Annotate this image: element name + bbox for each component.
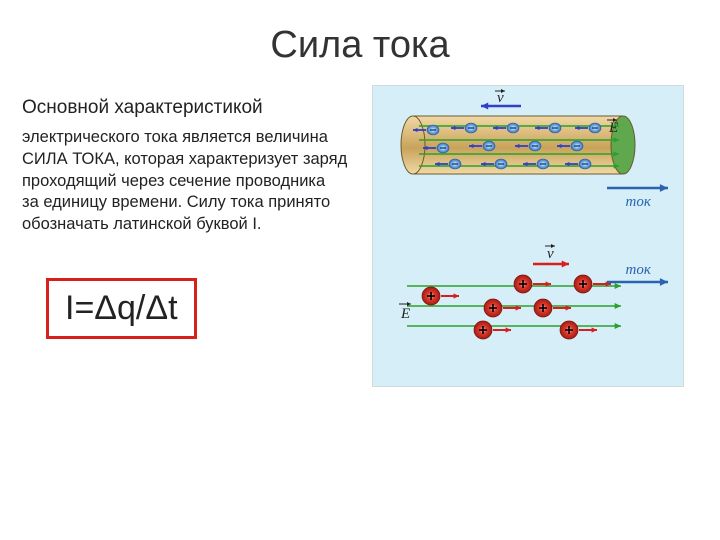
page-title: Сила тока: [0, 0, 720, 85]
svg-text:v: v: [547, 246, 554, 262]
body-text: электрического тока является величина СИ…: [22, 127, 362, 236]
formula-box: I=Δq/Δt: [46, 278, 197, 339]
svg-text:ток: ток: [626, 262, 652, 278]
svg-text:E: E: [400, 306, 410, 322]
text-column: Основной характеристикой электрического …: [22, 85, 362, 387]
current-diagram: Ev ток Ev ток: [372, 85, 684, 387]
formula: I=Δq/Δt: [65, 289, 178, 327]
svg-text:ток: ток: [626, 194, 652, 210]
svg-text:E: E: [608, 120, 618, 136]
diagram-svg: Ev ток Ev ток: [373, 86, 683, 386]
diagram-column: Ev ток Ev ток: [372, 85, 682, 387]
svg-text:v: v: [497, 90, 504, 106]
content-row: Основной характеристикой электрического …: [0, 85, 720, 387]
lead-text: Основной характеристикой: [22, 97, 362, 119]
